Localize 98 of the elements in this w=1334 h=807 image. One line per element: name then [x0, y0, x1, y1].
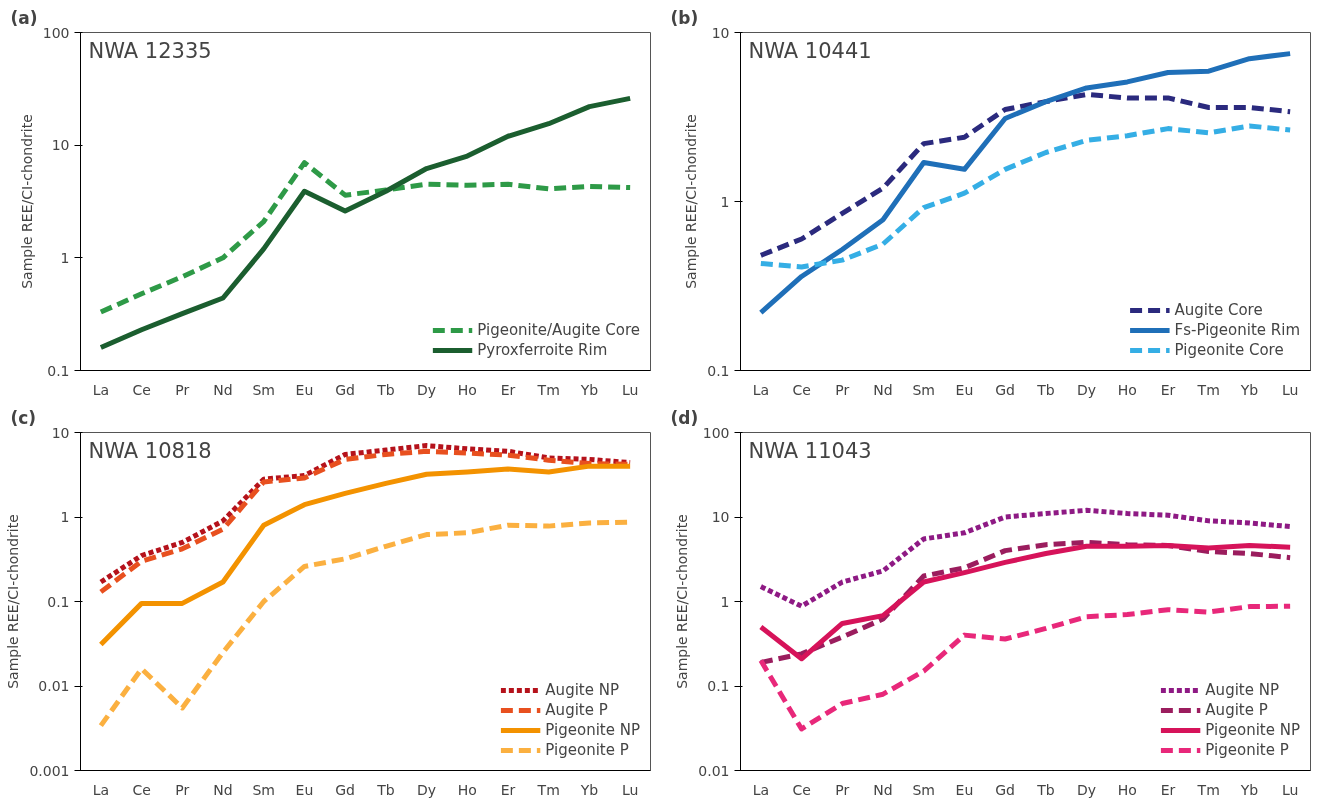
legend-label: Augite P — [1205, 701, 1268, 719]
annotation: NWA 10441 — [748, 38, 872, 63]
x-tick-label: Ho — [1117, 781, 1137, 798]
x-tick-label: Nd — [873, 381, 893, 398]
x-tick-label: Er — [500, 381, 516, 398]
x-tick-label: Yb — [579, 381, 599, 398]
x-tick-label: Ho — [1117, 381, 1137, 398]
y-tick-label: 0.01 — [698, 762, 730, 779]
x-tick-label: Dy — [417, 781, 437, 798]
x-tick-label: Ce — [132, 781, 151, 798]
chart-title: (b) — [670, 7, 699, 28]
x-tick-label: Lu — [621, 781, 639, 798]
x-tick-label: Pr — [835, 781, 850, 798]
x-tick-label: Pr — [175, 781, 190, 798]
x-tick-label: Dy — [417, 381, 437, 398]
legend-label: Pigeonite NP — [545, 721, 640, 739]
y-axis-title: Sample REE/CI-chondrite — [5, 514, 22, 689]
x-tick-label: Ce — [792, 381, 811, 398]
x-tick-label: La — [92, 781, 110, 798]
x-tick-label: Tb — [1036, 381, 1055, 398]
x-tick-label: Gd — [335, 381, 356, 398]
annotation: NWA 10818 — [88, 438, 212, 463]
legend-label: Pigeonite P — [1205, 741, 1289, 759]
x-tick-label: Nd — [873, 781, 893, 798]
x-tick-label: Lu — [1281, 381, 1299, 398]
y-tick-label: 1 — [720, 593, 730, 610]
y-tick-label: 0.1 — [47, 593, 70, 610]
x-tick-label: Yb — [579, 781, 599, 798]
x-tick-label: Eu — [955, 781, 974, 798]
x-tick-label: Gd — [995, 381, 1016, 398]
legend-label: Augite NP — [545, 681, 619, 699]
y-tick-label: 10 — [711, 509, 730, 525]
x-tick-label: Tb — [376, 381, 395, 398]
x-tick-label: Ho — [457, 381, 477, 398]
annotation: NWA 11043 — [748, 438, 872, 463]
y-tick-label: 0.001 — [29, 762, 70, 779]
x-tick-label: Dy — [1077, 381, 1097, 398]
x-tick-label: Tm — [536, 781, 560, 798]
y-tick-label: 100 — [702, 424, 730, 441]
legend-label: Augite Core — [1174, 301, 1263, 319]
x-tick-label: Ce — [792, 781, 811, 798]
y-tick-label: 0.1 — [707, 678, 730, 694]
x-tick-label: Dy — [1077, 781, 1097, 798]
x-tick-label: La — [752, 381, 770, 398]
x-tick-label: Nd — [213, 381, 233, 398]
x-tick-label: La — [752, 781, 770, 798]
x-tick-label: Eu — [295, 781, 314, 798]
y-tick-label: 10 — [51, 424, 70, 441]
x-tick-label: Lu — [1281, 781, 1299, 798]
x-tick-label: Yb — [1239, 781, 1259, 798]
legend-label: Pyroxferroite Rim — [477, 341, 608, 359]
x-tick-label: Sm — [912, 781, 935, 798]
y-tick-label: 1 — [720, 193, 730, 210]
x-tick-label: Nd — [213, 781, 233, 798]
x-tick-label: Sm — [252, 381, 275, 398]
x-tick-label: Gd — [995, 781, 1016, 798]
x-tick-label: Lu — [621, 381, 639, 398]
y-axis-title: Sample REE/CI-chondrite — [674, 514, 691, 689]
x-tick-label: Sm — [252, 781, 275, 798]
x-tick-label: Eu — [955, 381, 974, 398]
x-tick-label: Er — [500, 781, 516, 798]
chart-title: (c) — [10, 407, 37, 428]
y-tick-label: 100 — [42, 24, 70, 41]
legend-label: Pigeonite Core — [1174, 341, 1284, 359]
y-tick-label: 10 — [51, 137, 70, 154]
y-tick-label: 0.01 — [38, 678, 70, 694]
legend-label: Pigeonite P — [545, 741, 629, 759]
y-tick-label: 0.1 — [707, 362, 730, 379]
x-tick-label: Tb — [376, 781, 395, 798]
x-tick-label: Sm — [912, 381, 935, 398]
legend-label: Pigeonite NP — [1205, 721, 1300, 739]
x-tick-label: Ce — [132, 381, 151, 398]
x-tick-label: Tm — [1196, 781, 1220, 798]
legend-label: Augite NP — [1205, 681, 1279, 699]
chart-title: (a) — [10, 7, 38, 28]
x-tick-label: Yb — [1239, 381, 1259, 398]
y-tick-label: 0.1 — [47, 362, 70, 379]
y-tick-label: 1 — [60, 249, 70, 266]
x-tick-label: Pr — [835, 381, 850, 398]
y-axis-title: Sample REE/CI-chondrite — [18, 114, 35, 289]
x-tick-label: Pr — [175, 381, 190, 398]
legend-label: Augite P — [545, 701, 608, 719]
x-tick-label: Tm — [536, 381, 560, 398]
y-axis-title: Sample REE/CI-chondrite — [683, 114, 700, 289]
legend-label: Fs-Pigeonite Rim — [1174, 321, 1300, 339]
x-tick-label: Gd — [335, 781, 356, 798]
x-tick-label: Er — [1160, 781, 1176, 798]
x-tick-label: La — [92, 381, 110, 398]
y-tick-label: 1 — [60, 509, 70, 525]
x-tick-label: Ho — [457, 781, 477, 798]
y-tick-label: 10 — [711, 24, 730, 41]
legend-label: Pigeonite/Augite Core — [477, 321, 640, 339]
annotation: NWA 12335 — [88, 38, 212, 63]
x-tick-label: Tb — [1036, 781, 1055, 798]
x-tick-label: Tm — [1196, 381, 1220, 398]
chart-title: (d) — [670, 407, 699, 428]
x-tick-label: Eu — [295, 381, 314, 398]
x-tick-label: Er — [1160, 381, 1176, 398]
